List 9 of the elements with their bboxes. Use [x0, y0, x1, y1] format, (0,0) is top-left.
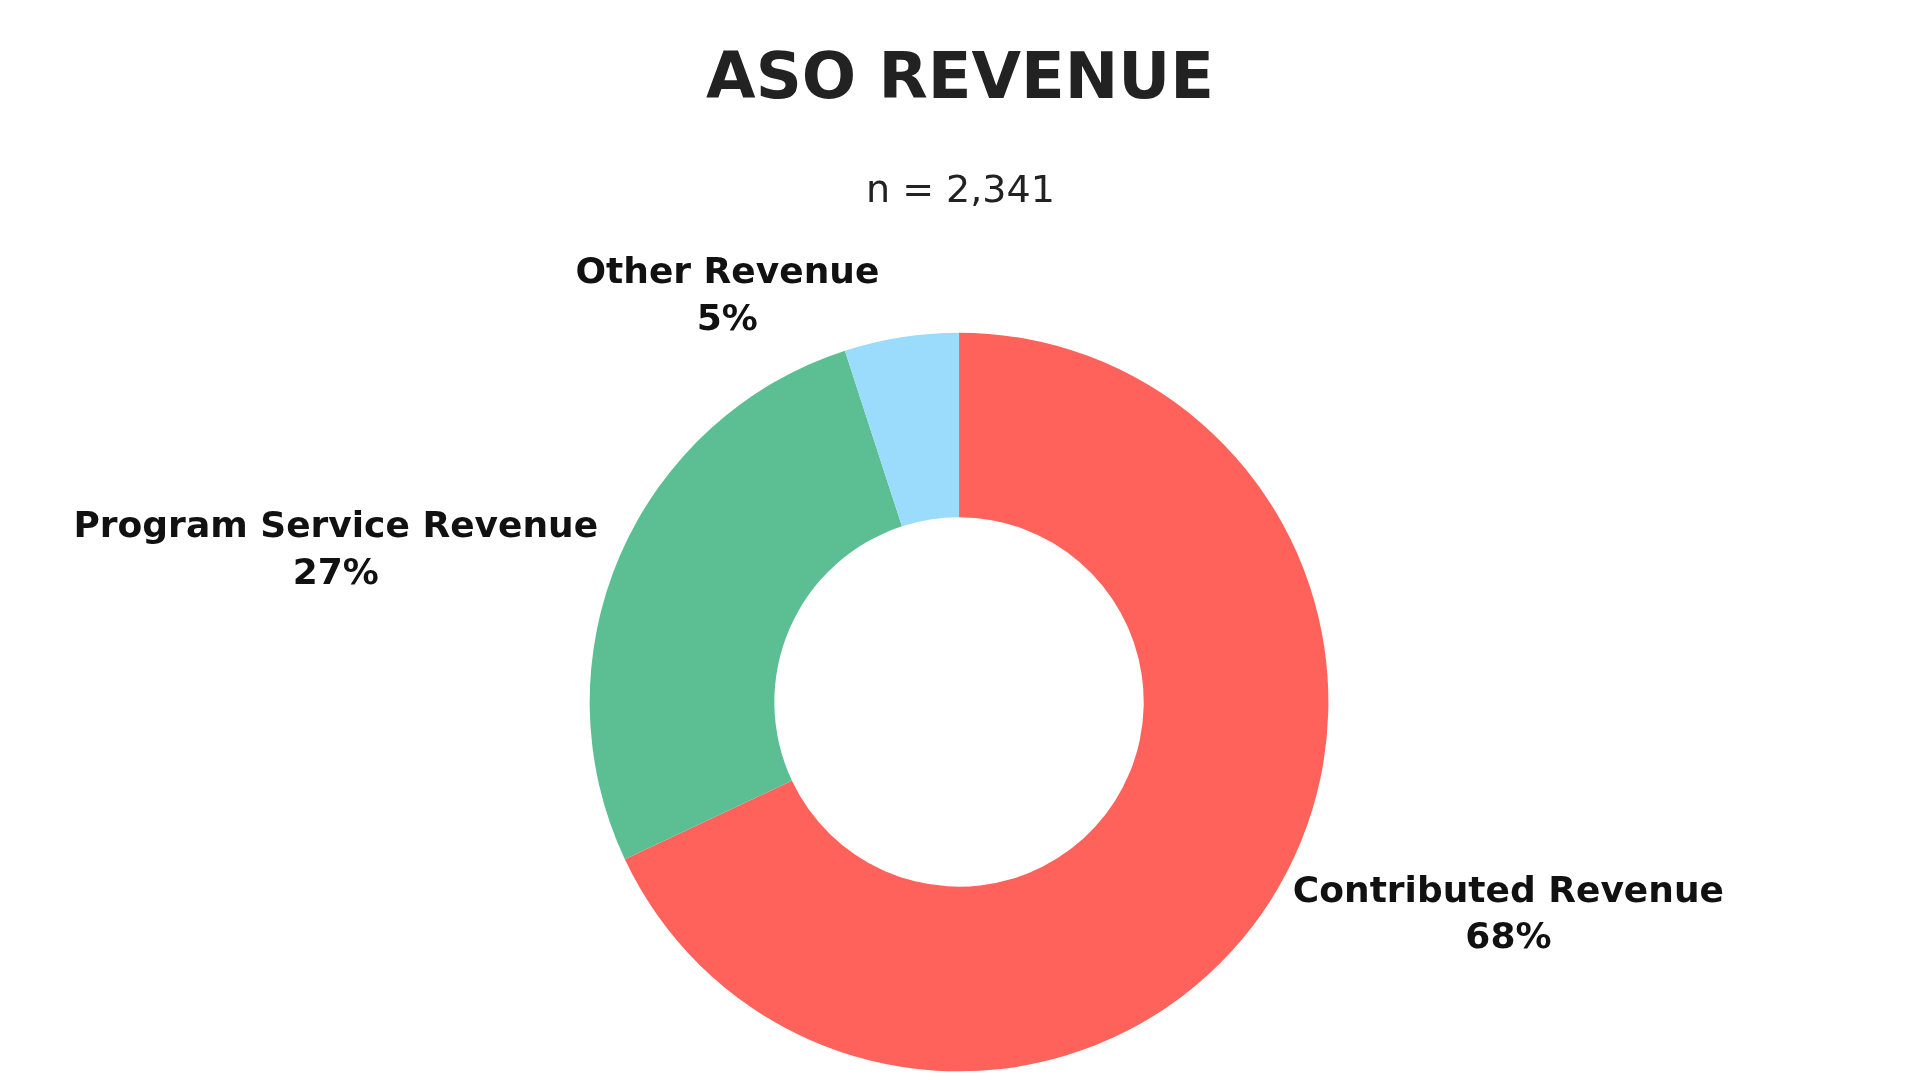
chart-subtitle: n = 2,341: [866, 167, 1055, 211]
donut-slice: [844, 332, 960, 527]
data-label: 68%: [1465, 915, 1552, 957]
chart-title: ASO REVENUE: [706, 39, 1214, 113]
data-label: 27%: [292, 551, 379, 593]
slice-label: Program Service Revenue: [73, 504, 599, 546]
slice-label: Contributed Revenue: [1292, 868, 1724, 910]
data-label: 5%: [696, 297, 758, 339]
slice-label: Other Revenue: [575, 250, 880, 292]
